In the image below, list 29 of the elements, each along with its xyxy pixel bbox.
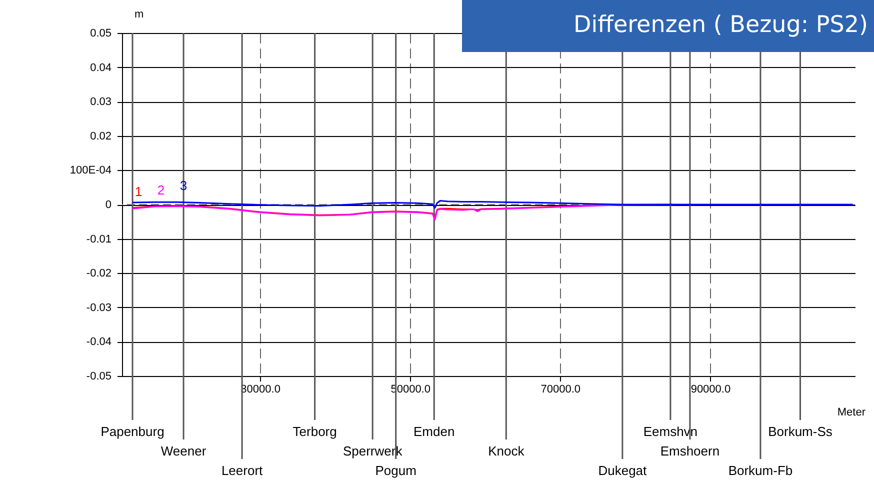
y-tick-label: -0.05 — [86, 370, 112, 382]
ref-line-label: Weener — [160, 444, 207, 458]
y-tick-label: 0.02 — [90, 130, 112, 142]
y-tick-label: 0.04 — [90, 62, 112, 74]
ref-line-label: Borkum-Ss — [768, 424, 833, 439]
x-axis-title: Meter — [837, 406, 866, 418]
series-label: 2 — [157, 182, 165, 198]
y-tick-label: -0.03 — [86, 302, 112, 314]
y-tick-label: -0.04 — [86, 336, 112, 348]
y-tick-label: 0.05 — [90, 28, 112, 40]
ref-line-label: Dukegat — [598, 463, 648, 478]
series-label: 1 — [134, 184, 142, 199]
y-tick-label: 100E-04 — [70, 164, 112, 177]
ref-line-label: Knock — [488, 444, 525, 458]
ref-line-label: Terborg — [292, 424, 337, 439]
y-tick-label: 0 — [105, 199, 112, 211]
y-tick-label: -0.02 — [86, 268, 112, 280]
ref-line-label: Pogum — [375, 463, 416, 478]
x-tick-label: 70000.0 — [540, 384, 581, 396]
y-tick-label: -0.01 — [86, 233, 112, 246]
ref-line-label: Papenburg — [100, 424, 164, 439]
y-tick-label: 0.03 — [90, 96, 112, 108]
ref-line-label: Leerort — [221, 463, 264, 478]
y-axis-title: m — [134, 8, 144, 20]
ref-line-label: Emden — [414, 424, 455, 439]
line-series — [132, 200, 854, 209]
x-tick-label: 90000.0 — [690, 384, 731, 396]
ref-line-label: Emshoern — [660, 444, 720, 458]
ref-line-label: Borkum-Fb — [728, 463, 793, 478]
